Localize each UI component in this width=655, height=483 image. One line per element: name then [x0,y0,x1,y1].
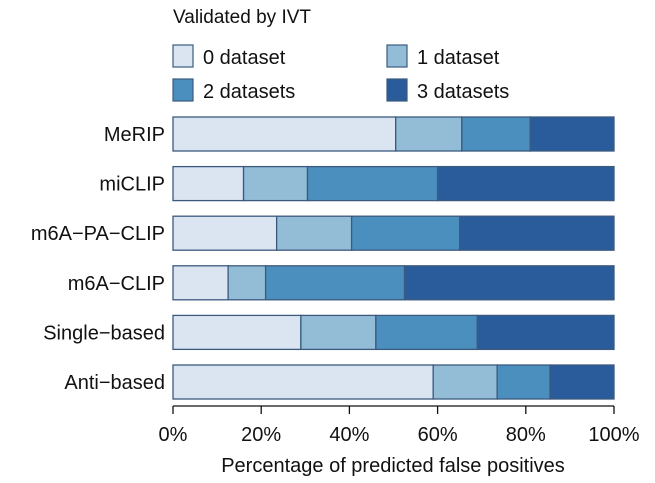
x-axis: 0% 20% 40% 60% 80% 100% [159,405,640,446]
bar-segment-5-2 [496,364,551,400]
category-label-5: Anti−based [64,372,165,394]
category-label-3: m6A−CLIP [68,273,165,295]
bar-segment-3-0 [172,265,229,301]
legend: Validated by IVT 0 dataset 1 dataset 2 dat… [172,7,509,103]
bar-segment-4-3 [476,314,615,351]
bar-segment-1-1 [242,165,309,202]
category-labels: MeRIP miCLIP m6A−PA−CLIP m6A−CLIP Single−bas… [31,124,165,394]
x-tick-label-1: 20% [241,424,281,446]
category-label-4: Single−based [43,322,165,344]
legend-swatch-0 [172,44,194,68]
legend-label-0: 0 dataset [203,47,286,69]
bar-segment-3-1 [227,265,267,301]
bar-segment-0-3 [529,116,615,152]
bar-segment-4-0 [172,314,302,351]
bar-segment-2-0 [172,215,278,251]
legend-title: Validated by IVT [173,7,311,28]
bar-segment-1-2 [306,165,439,202]
bar-segment-2-2 [350,215,461,251]
x-tick-label-3: 60% [418,424,458,446]
legend-label-3: 3 datasets [417,81,509,103]
category-label-0: MeRIP [104,124,165,146]
bar-segment-2-3 [458,215,615,251]
bar-segment-0-0 [172,116,397,152]
x-axis-title: Percentage of predicted false positives [221,455,565,477]
legend-swatch-1 [386,44,408,68]
x-tick-label-4: 80% [506,424,546,446]
bar-segment-1-3 [436,165,615,202]
bar-segment-5-0 [172,364,434,400]
legend-label-1: 1 dataset [417,47,500,69]
legend-swatch-3 [386,78,408,102]
bar-segment-4-2 [375,314,478,351]
bar-segment-2-1 [275,215,353,251]
x-tick-label-5: 100% [588,424,639,446]
bar-segment-1-0 [172,165,245,202]
bar-segment-0-1 [395,116,463,152]
bars [172,116,615,400]
legend-swatch-2 [172,78,194,102]
bar-segment-5-3 [549,364,615,400]
category-label-2: m6A−PA−CLIP [31,223,165,245]
bar-segment-0-2 [461,116,531,152]
bar-segment-3-3 [403,265,615,301]
bar-segment-4-1 [300,314,377,351]
legend-label-2: 2 datasets [203,81,295,103]
x-tick-label-2: 40% [329,424,369,446]
category-label-1: miCLIP [99,174,165,196]
x-tick-label-0: 0% [159,424,188,446]
bar-segment-3-2 [264,265,406,301]
bar-segment-5-1 [432,364,498,400]
